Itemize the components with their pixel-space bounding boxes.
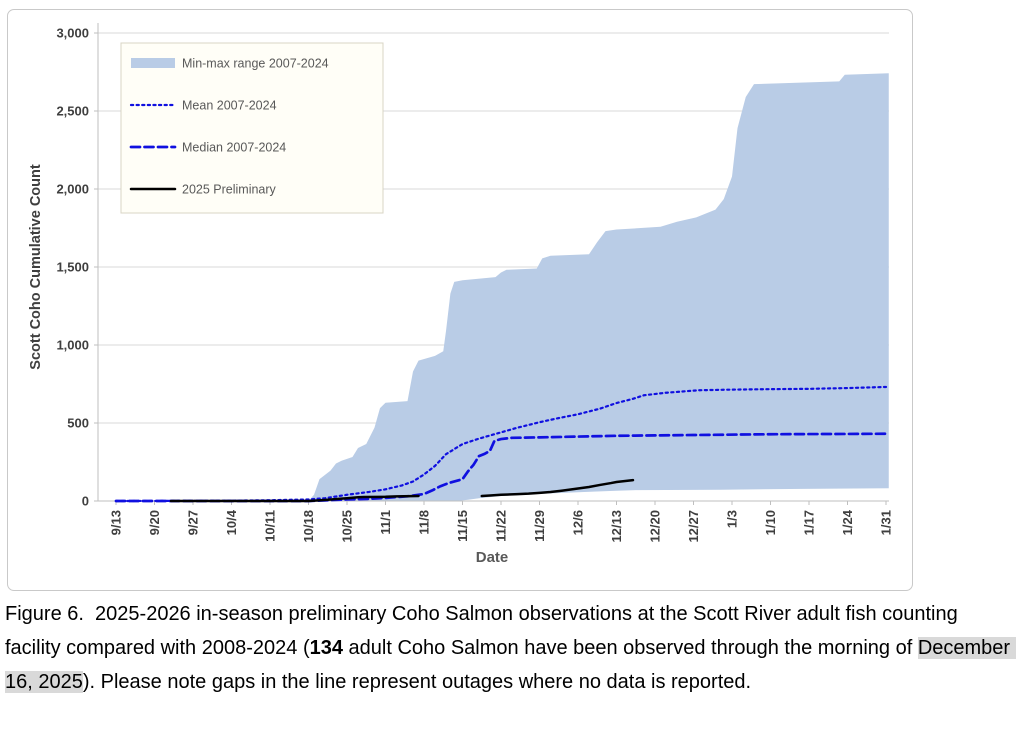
y-tick-label: 500 [67,416,89,431]
x-tick-label: 11/15 [455,510,470,542]
coho-cumulative-count-chart: 0 500 1,000 1,500 2,000 2,500 3,000 9/13 9/20 9/2… [28,23,894,566]
chart-frame: 0 500 1,000 1,500 2,000 2,500 3,000 9/13 9/20 9/2… [7,9,913,591]
legend-label: Min-max range 2007-2024 [182,57,329,71]
x-tick-label: 11/8 [417,510,432,535]
y-tick-label: 2,500 [56,104,89,119]
legend-box [120,42,384,214]
y-tick-label: 3,000 [56,26,89,41]
preliminary-2025-line-segment [169,494,420,503]
mean-line [114,385,888,503]
figure-caption: Figure 6. 2025-2026 in-season preliminar… [5,597,1016,699]
legend-swatch-min-max-band [131,58,175,68]
x-tick-label: 11/22 [494,510,509,542]
median-line [114,432,888,503]
x-tick-label: 9/20 [147,510,162,535]
x-tick-label: 9/13 [109,510,124,535]
x-tick-label: 12/20 [648,510,663,543]
legend-label: 2025 Preliminary [182,183,277,197]
y-axis-title: Scott Coho Cumulative Count [28,164,44,370]
x-tick-label: 9/27 [186,510,201,535]
x-tick-label: 1/10 [763,510,778,535]
y-tick-label: 1,000 [56,338,89,353]
min-max-band [116,73,889,502]
x-tick-label: 12/6 [571,510,586,535]
y-tick-label: 2,000 [56,182,89,197]
x-tick-label: 1/17 [802,510,817,535]
caption-text-middle: adult Coho Salmon have been observed thr… [342,637,918,659]
y-tick-label: 0 [82,494,89,509]
caption-observed-count: 134 [309,637,343,659]
x-tick-label: 10/4 [224,509,239,535]
x-tick-label: 1/24 [840,509,855,535]
preliminary-2025-line-segment [480,478,635,498]
legend-label: Median 2007-2024 [182,141,286,155]
x-tick-label: 10/11 [263,510,278,542]
x-tick-label: 12/27 [686,510,701,543]
caption-text-suffix: ). Please note gaps in the line represen… [82,671,752,693]
legend-label: Mean 2007-2024 [182,99,277,113]
x-tick-label: 1/3 [725,510,740,528]
x-axis-title: Date [476,549,509,566]
x-tick-label: 10/18 [301,510,316,543]
x-tick-label: 1/31 [879,510,894,535]
x-tick-label: 10/25 [340,510,355,543]
caption-text-prefix: Figure 6. 2025-2026 in-season preliminar… [5,603,964,659]
x-tick-label: 11/29 [532,510,547,542]
x-tick-label: 12/13 [609,510,624,543]
x-tick-label: 11/1 [378,510,393,535]
y-tick-label: 1,500 [56,260,89,275]
